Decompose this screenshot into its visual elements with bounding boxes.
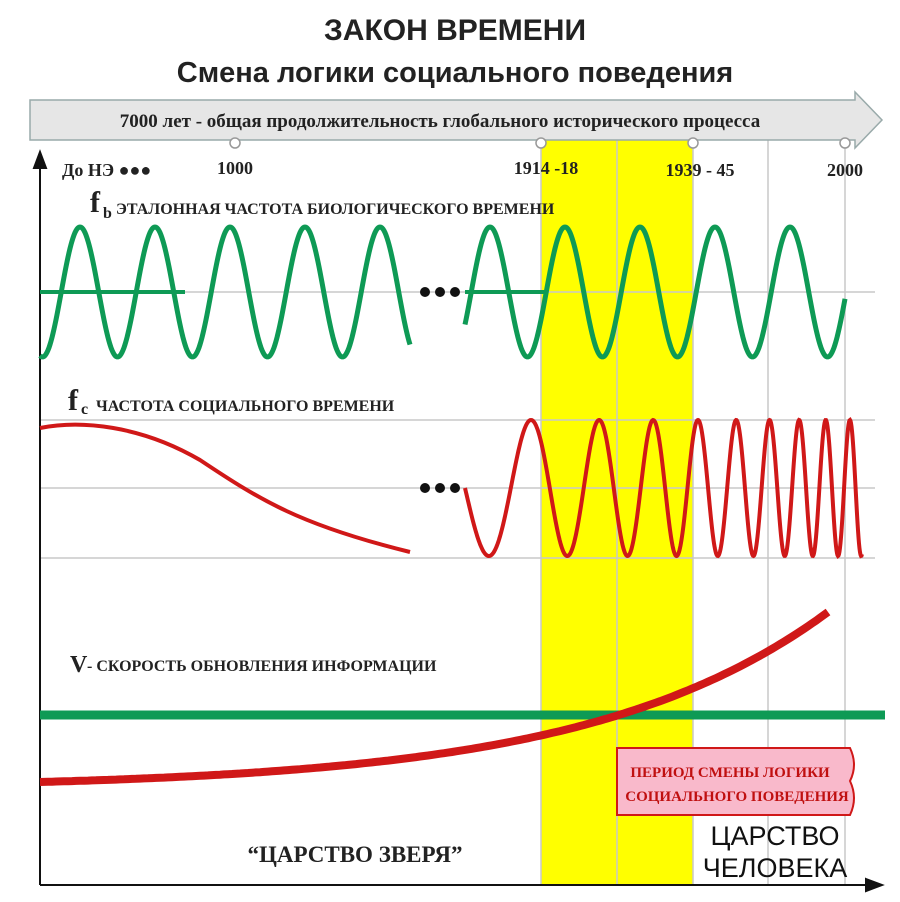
- region-label: “ЦАРСТВО ЗВЕРЯ”: [247, 842, 462, 867]
- curve-subscript: b: [103, 205, 112, 222]
- timeline-dots: [229, 137, 851, 149]
- curve-subscript: c: [81, 401, 88, 418]
- timeline-mark: 1000: [217, 158, 253, 178]
- region-label: ЦАРСТВО: [711, 821, 840, 851]
- period-text: ПЕРИОД СМЕНЫ ЛОГИКИ: [630, 765, 830, 781]
- bio-wave: [462, 224, 848, 360]
- green-baselines: [40, 290, 885, 720]
- timeline-mark: 2000: [827, 160, 863, 180]
- social-wave: [463, 416, 864, 559]
- ellipsis: [420, 287, 460, 493]
- curve-label: ЧАСТОТА СОЦИАЛЬНОГО ВРЕМЕНИ: [96, 398, 395, 415]
- curve-label: - СКОРОСТЬ ОБНОВЛЕНИЯ ИНФОРМАЦИИ: [87, 658, 437, 675]
- info-curve: [39, 608, 831, 786]
- curve-label: ЭТАЛОННАЯ ЧАСТОТА БИОЛОГИЧЕСКОГО ВРЕМЕНИ: [116, 201, 555, 218]
- subtitle: Смена логики социального поведения: [177, 57, 733, 89]
- curve-symbol: f: [90, 186, 101, 219]
- social-curve: [39, 422, 411, 554]
- period-box: [616, 747, 855, 816]
- bio-wave: [38, 224, 413, 360]
- timeline-mark: 1914 -18: [514, 158, 579, 178]
- axes: [32, 149, 885, 893]
- title: ЗАКОН ВРЕМЕНИ: [324, 14, 586, 47]
- timeline-mark: 1939 - 45: [666, 160, 735, 180]
- region-label: ЧЕЛОВЕКА: [703, 853, 847, 883]
- timeline-caption: 7000 лет - общая продолжительность глоба…: [120, 111, 761, 132]
- curve-symbol: V: [70, 652, 88, 678]
- timeline-mark: До НЭ ●●●: [62, 160, 151, 180]
- curve-symbol: f: [68, 384, 79, 417]
- period-text: СОЦИАЛЬНОГО ПОВЕДЕНИЯ: [625, 789, 849, 805]
- timeline-arrow: [29, 90, 884, 150]
